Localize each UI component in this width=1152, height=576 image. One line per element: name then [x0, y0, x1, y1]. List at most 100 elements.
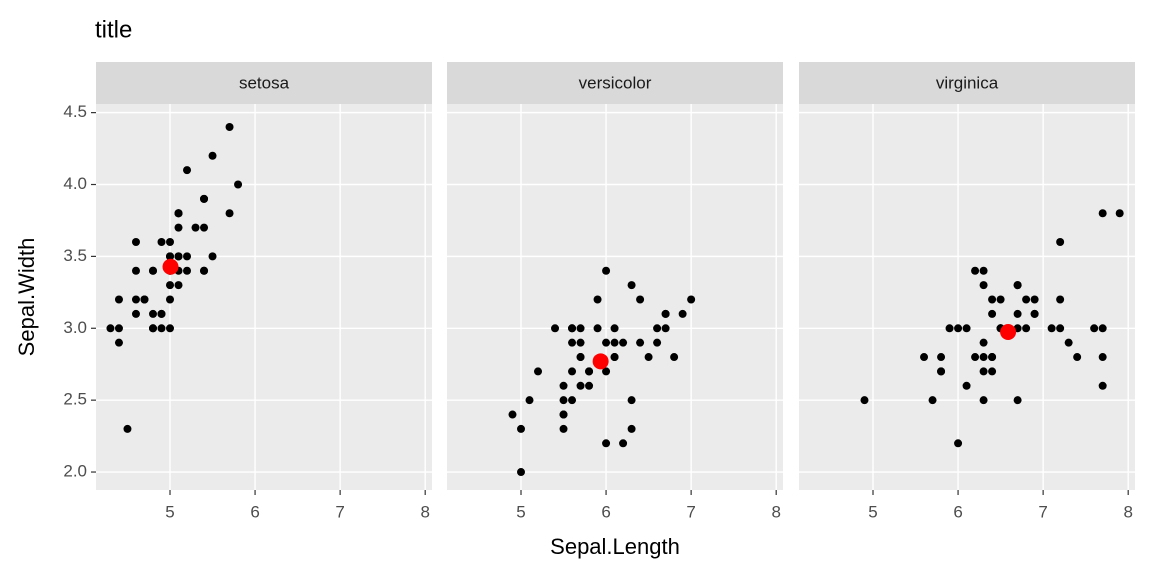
point	[661, 309, 670, 318]
x-tick-label: 5	[516, 502, 525, 521]
point	[114, 324, 123, 333]
point	[602, 338, 611, 347]
point	[200, 223, 209, 232]
point	[166, 324, 175, 333]
point	[568, 324, 577, 333]
point	[114, 295, 123, 304]
point	[517, 424, 526, 433]
centroid-point	[162, 258, 179, 275]
point	[166, 238, 175, 247]
point	[131, 266, 140, 275]
point	[559, 424, 568, 433]
point	[979, 396, 988, 405]
point	[653, 338, 662, 347]
point	[920, 353, 929, 362]
point	[979, 338, 988, 347]
point	[225, 209, 234, 218]
point	[988, 367, 997, 376]
chart-title: title	[95, 16, 132, 43]
point	[157, 324, 166, 333]
point	[174, 209, 183, 218]
point	[928, 396, 937, 405]
point	[954, 439, 963, 448]
point	[166, 252, 175, 261]
point	[208, 252, 217, 261]
point	[183, 266, 192, 275]
point	[568, 367, 577, 376]
point	[1030, 295, 1039, 304]
point	[937, 367, 946, 376]
point	[174, 281, 183, 290]
point	[148, 324, 157, 333]
point	[131, 238, 140, 247]
point	[234, 180, 243, 189]
point	[508, 410, 517, 419]
point	[602, 266, 611, 275]
point	[1056, 295, 1065, 304]
point	[551, 324, 560, 333]
x-tick-label: 7	[686, 502, 695, 521]
x-tick-label: 7	[335, 502, 344, 521]
x-tick-label: 5	[165, 502, 174, 521]
y-axis-label: Sepal.Width	[14, 238, 39, 357]
panel-background	[799, 104, 1135, 490]
x-tick-label: 8	[771, 502, 780, 521]
point	[610, 353, 619, 362]
point	[576, 338, 585, 347]
point	[123, 424, 132, 433]
point	[166, 281, 175, 290]
point	[225, 123, 234, 132]
point	[157, 238, 166, 247]
point	[1022, 324, 1031, 333]
point	[559, 381, 568, 390]
point	[988, 353, 997, 362]
panel-background	[447, 104, 783, 490]
point	[200, 194, 209, 203]
strip-background	[96, 62, 432, 104]
centroid-point	[592, 353, 609, 370]
point	[996, 295, 1005, 304]
point	[653, 324, 662, 333]
point	[971, 266, 980, 275]
point	[1115, 209, 1124, 218]
point	[1098, 353, 1107, 362]
point	[627, 396, 636, 405]
point	[670, 353, 679, 362]
point	[576, 381, 585, 390]
point	[661, 324, 670, 333]
y-tick-label: 4.5	[63, 102, 87, 121]
point	[148, 266, 157, 275]
point	[1022, 295, 1031, 304]
point	[568, 396, 577, 405]
point	[610, 324, 619, 333]
point	[988, 309, 997, 318]
point	[962, 324, 971, 333]
point	[559, 396, 568, 405]
point	[174, 252, 183, 261]
x-axis-label: Sepal.Length	[550, 534, 680, 559]
x-tick-label: 5	[868, 502, 877, 521]
point	[183, 252, 192, 261]
point	[979, 266, 988, 275]
point	[106, 324, 115, 333]
point	[559, 410, 568, 419]
point	[585, 381, 594, 390]
point	[937, 353, 946, 362]
x-tick-label: 6	[953, 502, 962, 521]
point	[200, 266, 209, 275]
point	[687, 295, 696, 304]
point	[131, 309, 140, 318]
point	[1013, 281, 1022, 290]
point	[636, 295, 645, 304]
point	[602, 367, 611, 376]
point	[979, 353, 988, 362]
point	[585, 367, 594, 376]
x-tick-label: 6	[601, 502, 610, 521]
point	[174, 223, 183, 232]
point	[166, 295, 175, 304]
point	[678, 309, 687, 318]
point	[1073, 353, 1082, 362]
point	[1098, 209, 1107, 218]
